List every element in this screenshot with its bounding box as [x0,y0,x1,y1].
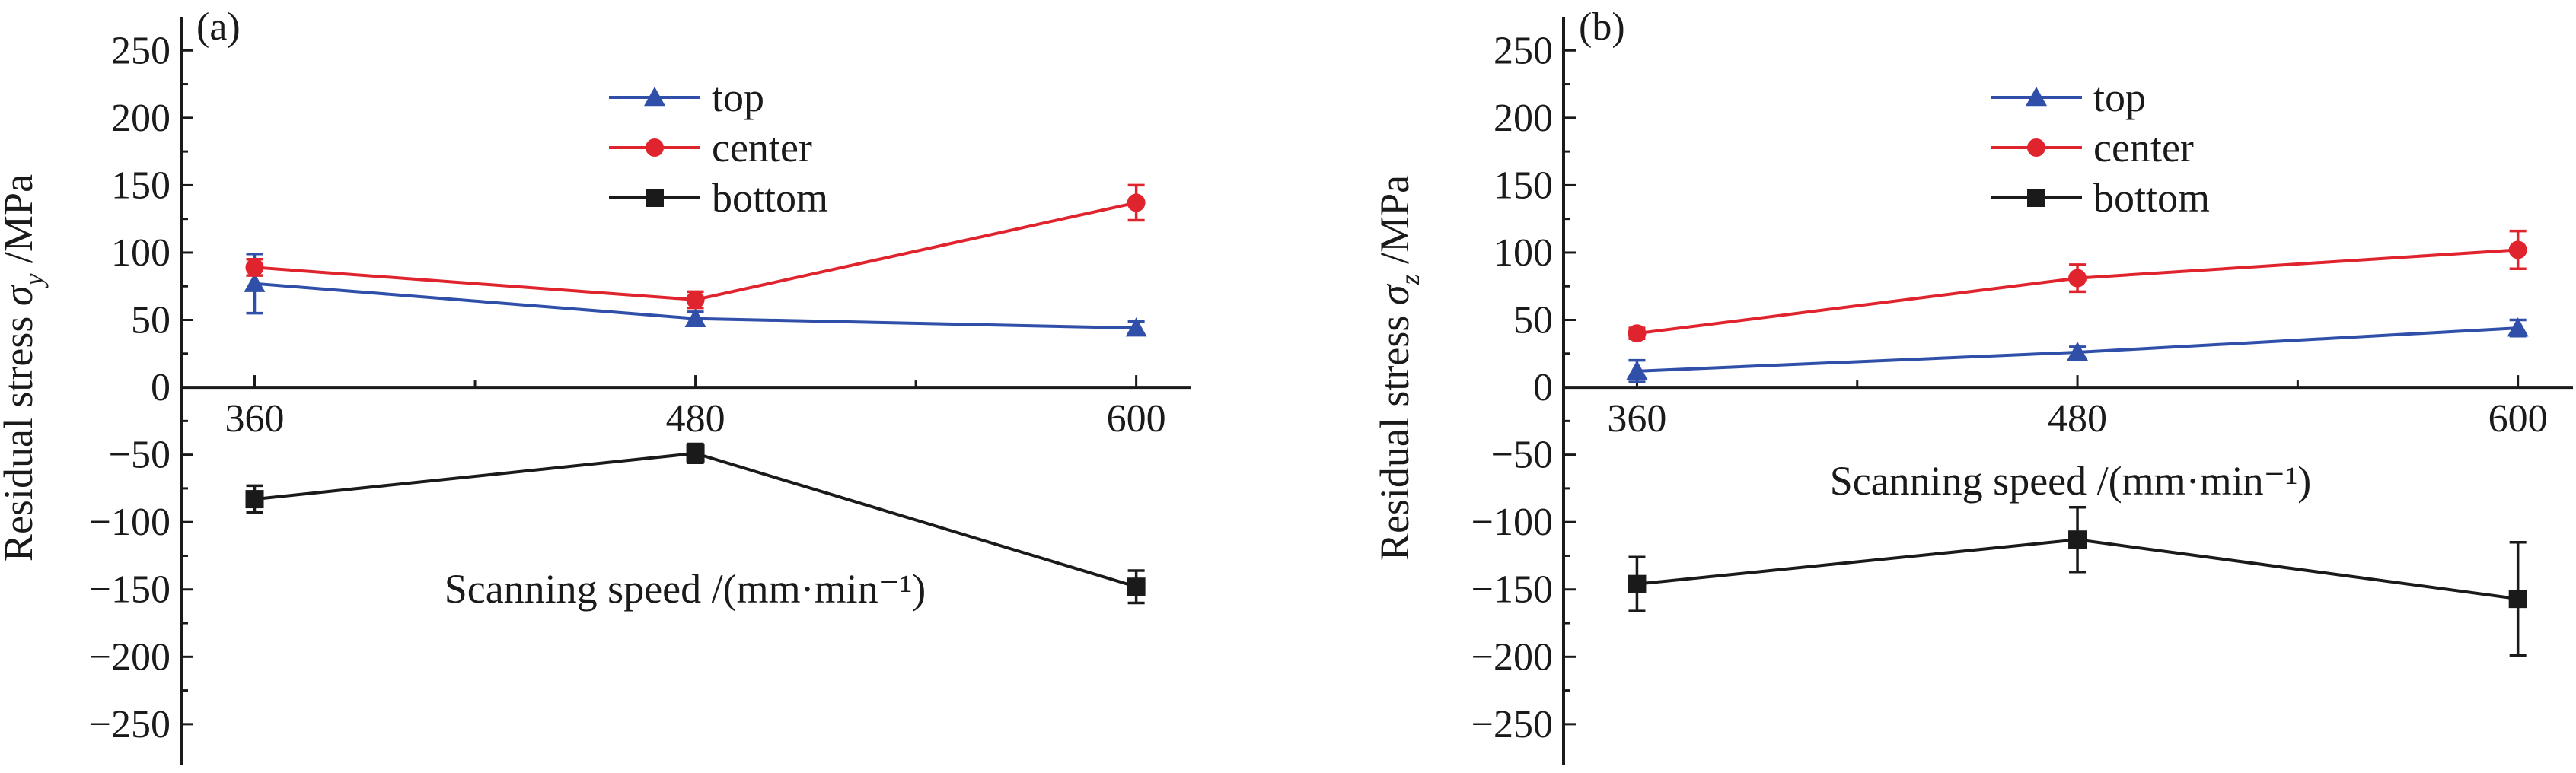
panel-a: −250 −200 −150 −100 −50 0 50 100 150 200 250 360 480… [0,5,1191,765]
y-axis-label-unit: /MPa [1372,175,1417,275]
y-axis-label-symbol: σ [1372,283,1417,305]
data-point-center [686,290,705,309]
y-tick-label: 0 [1533,366,1553,409]
legend-label-center: center [2093,125,2194,170]
series-line-center [254,201,1137,301]
data-point-center [245,258,264,277]
y-tick-label: 100 [1494,231,1553,275]
y-tick-label: 200 [111,97,171,140]
data-point-top [1125,317,1147,337]
y-axis-label-subscript: z [1395,274,1425,285]
y-axis-label-subscript: y [18,273,49,288]
x-tick-label: 600 [2488,397,2548,441]
y-tick-label: 250 [111,29,171,72]
x-tick-label: 360 [225,397,285,441]
series-center [1628,229,2527,343]
y-tick-label: 100 [111,231,171,275]
y-tick-label: −50 [1491,434,1553,477]
x-axis-label: Scanning speed /(mm·min⁻¹) [445,566,926,612]
legend-label-bottom: bottom [2093,175,2210,221]
panel-label: (a) [196,5,241,49]
y-axis-label-unit: /MPa [0,174,41,274]
y-tick-label: 50 [1513,299,1553,342]
y-tick-label: −250 [89,703,171,746]
data-point-top [2507,317,2529,337]
legend-label-top: top [2093,75,2146,120]
y-tick-label: −250 [1471,703,1553,746]
x-tick-label: 480 [666,397,725,441]
data-point-top [2067,342,2089,361]
series-top [1626,317,2529,383]
legend-marker-center [646,138,664,157]
y-axis-label-symbol: σ [0,284,41,306]
panel-label: (b) [1579,5,1625,49]
data-point-top [684,307,706,327]
series-bottom [245,442,1146,605]
y-axis-label-main: Residual stress [0,306,41,561]
y-axis-label-main: Residual stress [1372,305,1417,561]
data-point-bottom [245,490,264,509]
y-tick-label: −200 [1471,635,1553,679]
y-tick-label: −50 [109,434,171,477]
x-tick-label: 480 [2048,397,2107,441]
legend-marker-top [2026,87,2047,107]
y-axis-label: Residual stress σz /MPa [1372,175,1425,561]
legend-marker-bottom [646,189,664,207]
panel-b: −250 −200 −150 −100 −50 0 50 100 150 200 250 360 480… [1372,5,2573,765]
y-tick-label: 150 [111,164,171,207]
x-tick-label: 600 [1107,397,1166,441]
data-point-top [244,272,266,292]
y-tick-label: −100 [1471,501,1553,544]
y-tick-label: −200 [89,635,171,679]
y-tick-label: −150 [1471,568,1553,612]
y-axis-label: Residual stress σy /MPa [0,174,49,561]
legend-label-bottom: bottom [712,175,828,221]
data-point-center [2508,240,2527,259]
series-center [245,183,1146,310]
x-axis-label: Scanning speed /(mm·min⁻¹) [1830,458,2312,504]
y-tick-label: 200 [1494,97,1553,140]
legend-marker-bottom [2027,189,2045,207]
y-tick-label: −150 [89,568,171,612]
data-point-top [1626,360,1648,380]
data-point-center [1628,324,1647,343]
data-point-bottom [2508,590,2527,609]
data-point-center [2068,269,2087,288]
data-point-center [1127,193,1146,212]
legend-marker-top [644,87,665,107]
data-point-bottom [2068,530,2087,549]
legend-label-top: top [712,75,764,120]
legend-label-center: center [712,125,812,170]
y-tick-label: 250 [1494,29,1553,72]
x-tick-label: 360 [1607,397,1666,441]
y-tick-label: 150 [1494,164,1553,207]
series-top [244,252,1147,337]
series-bottom [1628,505,2527,657]
y-tick-label: −100 [89,501,171,544]
y-tick-label: 0 [151,366,171,409]
data-point-bottom [1628,574,1647,593]
data-point-bottom [1127,577,1146,596]
y-tick-label: 50 [131,299,171,342]
data-point-bottom [686,444,705,463]
legend-marker-center [2027,138,2045,157]
